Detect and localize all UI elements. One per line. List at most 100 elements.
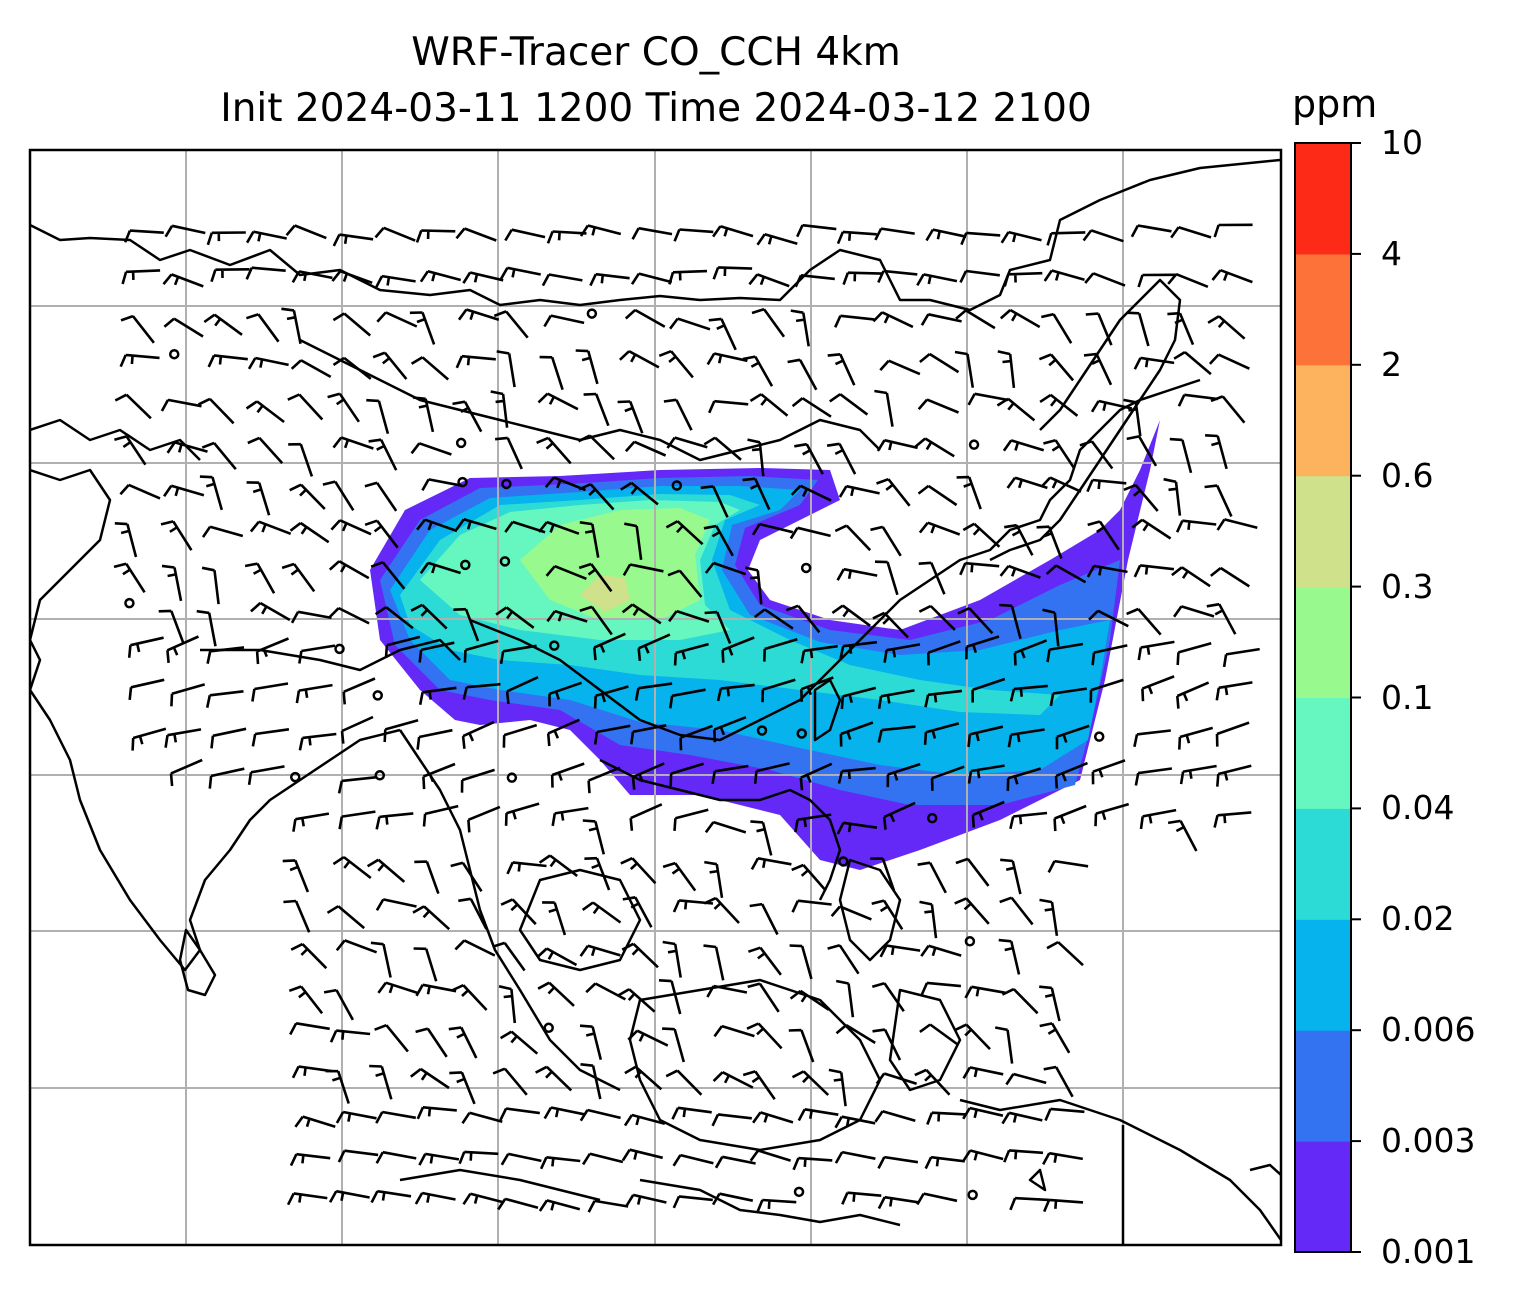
wind-barb (1208, 353, 1250, 370)
wind-barb (329, 1029, 371, 1043)
wind-barb (875, 1072, 917, 1086)
wind-barb (500, 898, 537, 926)
wind-barb (703, 436, 742, 461)
colorbar-tick-label: 0.006 (1381, 1010, 1476, 1050)
wind-barb (917, 484, 958, 507)
map-title-line-1: WRF-Tracer CO_CCH 4km (411, 30, 901, 75)
wind-barb (662, 940, 682, 978)
wind-barb (455, 227, 497, 242)
wind-barb (622, 896, 653, 928)
wind-barb (917, 398, 959, 414)
wind-barb (287, 393, 324, 421)
calm-wind-marker (124, 597, 135, 609)
wind-barb (954, 897, 990, 925)
wind-barb (463, 639, 499, 663)
wind-barb (1206, 602, 1237, 635)
wind-barb (914, 1068, 951, 1096)
wind-barb (971, 800, 1005, 828)
wind-barb (499, 266, 541, 280)
wind-barb (582, 1152, 624, 1166)
wind-barb (672, 1153, 714, 1167)
calm-wind-marker (501, 478, 512, 490)
wind-barb (926, 1111, 966, 1125)
wind-barb (791, 863, 827, 892)
wind-barb (593, 685, 629, 709)
wind-barb (120, 314, 155, 344)
wind-barb (962, 1066, 1004, 1079)
wind-barb (462, 682, 501, 700)
calm-wind-marker (756, 725, 768, 736)
wind-barb (383, 719, 419, 743)
wind-barb (1047, 859, 1089, 873)
wind-barb (667, 569, 703, 598)
calm-wind-marker (457, 476, 468, 488)
wind-barb (998, 938, 1021, 975)
wind-barb (164, 728, 202, 748)
wind-barb (123, 229, 164, 243)
wind-barb (962, 1149, 1004, 1162)
wind-barb (162, 273, 204, 288)
colorbar-segment (1295, 697, 1351, 809)
wind-barb (579, 521, 600, 558)
wind-barb (834, 1115, 876, 1129)
wind-barb (967, 764, 1005, 784)
wind-barb (791, 1070, 830, 1096)
wind-barb (467, 805, 501, 833)
wind-barb (500, 1152, 542, 1166)
wind-barb (634, 682, 673, 701)
wind-barb (375, 1150, 417, 1164)
wind-barb (247, 436, 284, 464)
colorbar-tick-label: 0.04 (1381, 788, 1455, 828)
wind-barb (415, 229, 456, 243)
wind-barb (1210, 395, 1246, 424)
wind-barb (962, 1106, 1004, 1120)
wind-barb (551, 806, 589, 827)
wind-barb (495, 606, 535, 629)
wind-barb (914, 437, 955, 458)
wind-barb (841, 1191, 882, 1205)
wind-barb (342, 677, 376, 705)
wind-barb (323, 988, 355, 1021)
wind-barb (1001, 987, 1039, 1015)
calm-wind-marker (168, 348, 180, 360)
wind-barb (753, 608, 794, 630)
wind-barb (1086, 478, 1127, 493)
wind-barb (886, 762, 921, 788)
wind-barb (1038, 353, 1075, 382)
wind-barb (245, 400, 285, 424)
wind-barb (369, 1064, 393, 1100)
wind-barb (1133, 729, 1171, 748)
wind-barb (927, 640, 961, 666)
wind-barb (327, 392, 360, 423)
wind-barb (119, 483, 161, 500)
wind-barb (161, 564, 183, 602)
wind-barb (620, 857, 657, 885)
wind-barb (916, 273, 958, 287)
wind-barb (1003, 271, 1043, 287)
wind-barb (624, 1065, 663, 1091)
wind-barb (619, 350, 660, 369)
wind-barb (704, 820, 747, 834)
wind-barb (1003, 523, 1034, 556)
wind-barb (1001, 1111, 1043, 1125)
wind-barb (662, 861, 697, 892)
wind-barb (1007, 728, 1045, 748)
wind-barb (954, 1023, 991, 1051)
wind-barb (997, 350, 1016, 389)
wind-barb (285, 224, 327, 240)
calm-wind-marker (543, 1022, 554, 1034)
wind-barb (799, 762, 833, 791)
calm-wind-marker (793, 1186, 805, 1198)
wind-barb (1177, 393, 1219, 407)
wind-barb (292, 812, 330, 832)
wind-barb (836, 230, 877, 245)
wind-barb (617, 400, 644, 434)
wind-barb (662, 1027, 686, 1063)
calm-wind-marker (968, 439, 980, 450)
wind-barb (1087, 520, 1120, 551)
wind-barb (298, 732, 337, 751)
wind-barb (828, 1068, 847, 1107)
wind-barb (874, 389, 894, 427)
wind-barb (742, 1070, 776, 1101)
wind-barb (493, 310, 529, 339)
